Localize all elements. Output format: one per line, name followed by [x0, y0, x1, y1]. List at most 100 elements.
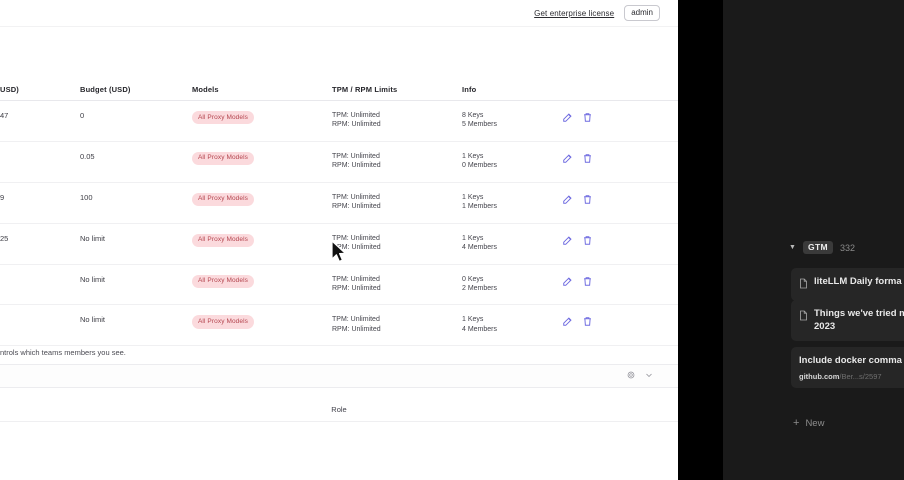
table-row[interactable]: 47 0 All Proxy Models TPM: Unlimited RPM: Un… [0, 101, 678, 142]
cell-budget: 0 [80, 111, 85, 120]
admin-user-badge[interactable]: admin [624, 5, 660, 21]
group-item-count: 332 [840, 242, 856, 253]
cell-budget: No limit [80, 315, 106, 325]
delete-icon[interactable] [582, 112, 593, 123]
column-header-models: Models [192, 85, 219, 94]
note-card-url[interactable]: github.com/Ber...s/2597 [799, 372, 904, 381]
cell-models: All Proxy Models [192, 183, 332, 217]
table-header-row: USD) Budget (USD) Models TPM / RPM Limit… [0, 78, 678, 101]
column-header-role: Role [331, 405, 347, 414]
group-badge-gtm[interactable]: GTM [802, 241, 834, 255]
note-card-1[interactable]: Things we've tried money - Jan 2023 [791, 300, 904, 341]
cell-limits: TPM: Unlimited RPM: Unlimited [332, 183, 462, 223]
note-card-title: liteLLM Daily forma [814, 276, 902, 287]
cell-actions [562, 224, 622, 246]
cell-models: All Proxy Models [192, 101, 332, 135]
document-icon [799, 276, 808, 294]
cell-budget: 100 [80, 192, 93, 202]
tpm-value: TPM: Unlimited [332, 275, 380, 283]
models-badge: All Proxy Models [192, 111, 255, 125]
chevron-down-icon[interactable] [645, 371, 656, 382]
cell-spend: 47 [0, 111, 9, 120]
cell-limits: TPM: Unlimited RPM: Unlimited [332, 265, 462, 305]
models-badge: All Proxy Models [192, 151, 255, 166]
cell-spend: 25 [0, 233, 9, 243]
cell-limits: TPM: Unlimited RPM: Unlimited [332, 142, 462, 182]
edit-icon[interactable] [562, 112, 573, 123]
cell-models: All Proxy Models [192, 305, 332, 339]
note-card-url-path: /Ber...s/2597 [839, 372, 882, 382]
members-table-header: Role [0, 398, 678, 422]
tpm-value: TPM: Unlimited [332, 112, 380, 119]
member-visibility-note: ntrols which teams members you see. [0, 348, 126, 357]
get-enterprise-license-link[interactable]: Get enterprise license [534, 8, 615, 18]
top-bar: Get enterprise license admin [0, 0, 678, 27]
members-count: 2 Members [462, 284, 498, 292]
members-count: 4 Members [462, 244, 498, 252]
cell-actions [562, 101, 622, 123]
column-header-spend: USD) [0, 85, 19, 94]
members-count: 0 Members [462, 162, 498, 170]
note-card-2[interactable]: Include docker comma notes github.com/Be… [791, 347, 904, 389]
table-row[interactable]: No limit All Proxy Models TPM: Unlimited RP… [0, 265, 678, 306]
edit-icon[interactable] [562, 276, 573, 287]
rpm-value: RPM: Unlimited [332, 325, 381, 333]
keys-count: 8 Keys [462, 112, 484, 119]
column-header-actions [562, 78, 622, 95]
teams-table: USD) Budget (USD) Models TPM / RPM Limit… [0, 78, 678, 347]
keys-count: 1 Keys [462, 193, 484, 201]
rpm-value: RPM: Unlimited [332, 203, 381, 211]
cell-limits: TPM: Unlimited RPM: Unlimited [332, 224, 462, 264]
cell-info: 1 Keys 0 Members [462, 142, 562, 182]
note-card-0[interactable]: liteLLM Daily forma [791, 268, 904, 301]
table-row[interactable]: No limit All Proxy Models TPM: Unlimited RP… [0, 305, 678, 347]
table-row[interactable]: 9 100 All Proxy Models TPM: Unlimited RPM: U… [0, 183, 678, 224]
members-count: 1 Members [462, 203, 498, 211]
keys-count: 1 Keys [462, 316, 484, 324]
delete-icon[interactable] [582, 194, 593, 205]
table-body: 47 0 All Proxy Models TPM: Unlimited RPM: Un… [0, 101, 678, 347]
column-header-limits: TPM / RPM Limits [332, 85, 398, 94]
keys-count: 1 Keys [462, 234, 484, 242]
rpm-value: RPM: Unlimited [332, 162, 381, 170]
rpm-value: RPM: Unlimited [332, 284, 381, 292]
cell-models: All Proxy Models [192, 265, 332, 299]
table-row[interactable]: 25 No limit All Proxy Models TPM: Unlimited… [0, 224, 678, 265]
delete-icon[interactable] [582, 316, 593, 327]
note-card-title: Include docker comma notes [799, 355, 904, 366]
edit-icon[interactable] [562, 235, 573, 246]
models-badge: All Proxy Models [192, 233, 255, 247]
cell-spend [0, 265, 80, 286]
new-note-button[interactable]: + New [793, 417, 824, 430]
edit-icon[interactable] [562, 194, 573, 205]
tpm-value: TPM: Unlimited [332, 152, 380, 160]
delete-icon[interactable] [582, 153, 593, 164]
note-card-url-host: github.com [799, 372, 840, 382]
litellm-admin-pane: Get enterprise license admin USD) Budget… [0, 0, 678, 480]
edit-icon[interactable] [562, 153, 573, 164]
rpm-value: RPM: Unlimited [332, 244, 381, 252]
group-header-gtm[interactable]: ▼ GTM 332 [789, 241, 856, 255]
rpm-value: RPM: Unlimited [332, 121, 381, 129]
plus-icon: + [793, 417, 800, 429]
cell-info: 1 Keys 4 Members [462, 305, 562, 345]
cell-actions [562, 305, 622, 327]
column-header-info: Info [462, 85, 477, 94]
notes-dark-panel: ▼ GTM 332 liteLLM Daily forma [723, 0, 904, 480]
edit-icon[interactable] [562, 316, 573, 327]
cell-actions [562, 265, 622, 287]
cell-actions [562, 142, 622, 164]
tpm-value: TPM: Unlimited [332, 316, 380, 324]
cell-spend: 9 [0, 192, 5, 202]
delete-icon[interactable] [582, 235, 593, 246]
models-badge: All Proxy Models [192, 315, 255, 329]
cell-limits: TPM: Unlimited RPM: Unlimited [332, 305, 462, 345]
gear-icon[interactable] [627, 371, 638, 382]
table-row[interactable]: 0.05 All Proxy Models TPM: Unlimited RPM: U… [0, 142, 678, 183]
note-card-title: Things we've tried money - Jan 2023 [814, 308, 904, 333]
tpm-value: TPM: Unlimited [332, 193, 380, 201]
chevron-down-icon[interactable]: ▼ [789, 244, 796, 252]
delete-icon[interactable] [582, 276, 593, 287]
cell-info: 0 Keys 2 Members [462, 265, 562, 305]
